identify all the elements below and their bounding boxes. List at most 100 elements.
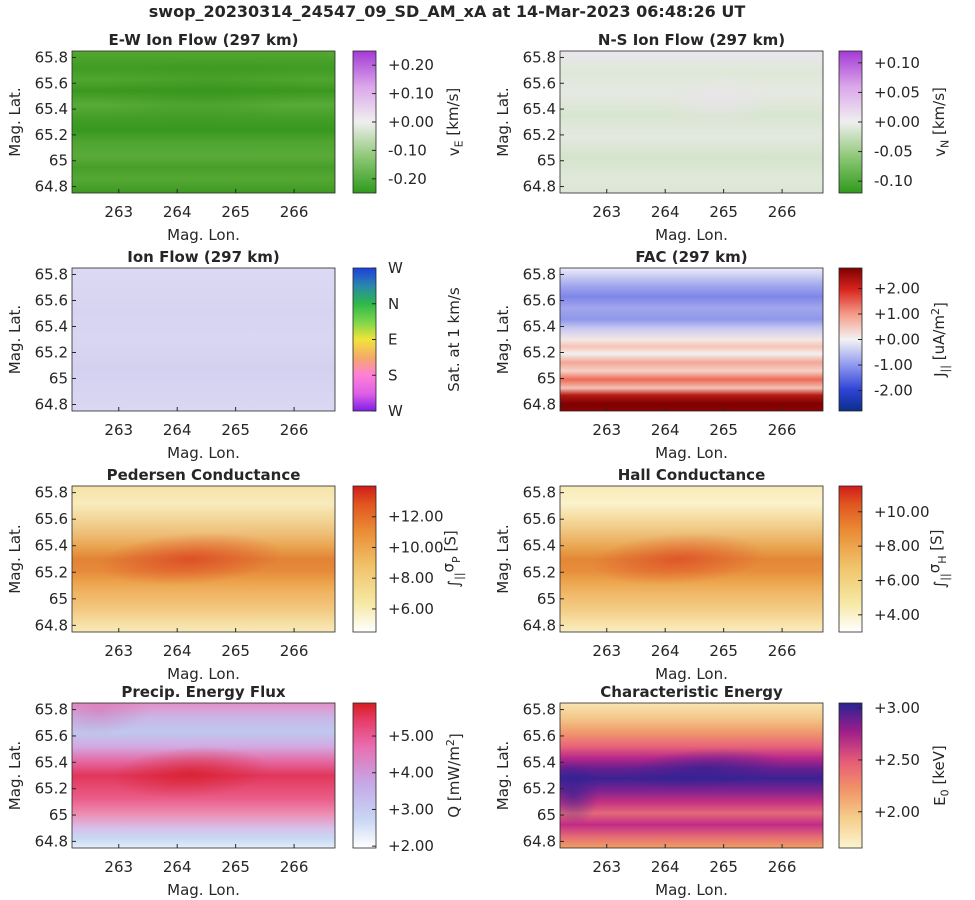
colorbar-tick-label: +10.00: [388, 538, 444, 556]
y-tick-label: 65: [537, 590, 556, 608]
colorbar-label-part: ||: [938, 365, 951, 372]
y-tick-label: 64.8: [523, 832, 556, 850]
x-tick-label: 266: [768, 203, 797, 221]
y-tick-label: 64.8: [523, 396, 556, 414]
x-tick-label: 263: [592, 203, 621, 221]
colorbar-label-part: 0: [938, 789, 951, 796]
x-tick-label: 265: [221, 642, 250, 660]
panel-title: Pedersen Conductance: [107, 466, 301, 484]
x-axis-label: Mag. Lon.: [167, 665, 240, 683]
y-tick-label: 65: [49, 370, 68, 388]
colorbar-tick-label: +4.00: [874, 606, 920, 624]
y-tick-label: 65.8: [35, 266, 68, 284]
x-axis-label: Mag. Lon.: [655, 444, 728, 462]
axes-frame: [71, 702, 336, 849]
panel-title: N-S Ion Flow (297 km): [598, 31, 785, 49]
colorbar-tick-label: -0.10: [388, 141, 427, 159]
colorbar-tick-label: +6.00: [388, 600, 434, 618]
y-tick-label: 65.8: [35, 701, 68, 719]
x-tick-label: 263: [592, 858, 621, 876]
x-tick-label: 263: [592, 421, 621, 439]
heatmap-feature: [665, 75, 771, 126]
colorbar-label-part: E: [452, 140, 465, 147]
heatmap-field: [560, 268, 823, 411]
x-tick-label: 266: [280, 421, 309, 439]
heatmap-feature: [98, 532, 283, 586]
y-tick-label: 65.2: [35, 563, 68, 581]
colorbar: [352, 702, 377, 849]
x-tick-label: 266: [768, 858, 797, 876]
y-tick-label: 65.2: [523, 563, 556, 581]
axes-frame: [559, 50, 824, 194]
colorbar-tick-label: +0.00: [388, 113, 434, 131]
x-tick-label: 264: [163, 203, 192, 221]
x-tick-label: 265: [221, 421, 250, 439]
colorbar-label-part: v: [445, 147, 463, 156]
colorbar-tick-label: +8.00: [874, 537, 920, 555]
colorbar-label: vN [km/s]: [930, 87, 952, 157]
panel-title: Ion Flow (297 km): [127, 248, 279, 266]
x-axis-label: Mag. Lon.: [167, 881, 240, 899]
axes-frame: [71, 485, 336, 633]
y-tick-label: 65.4: [35, 100, 68, 118]
colorbar-label-part: σ: [439, 562, 457, 572]
colorbar-tick-label: +6.00: [874, 571, 920, 589]
axes-frame: [71, 50, 336, 194]
y-tick-label: 65.6: [523, 74, 556, 92]
x-tick-label: 264: [651, 858, 680, 876]
colorbar-label: J|| [uA/m2]: [929, 302, 951, 378]
colorbar-label-part: [keV]: [930, 745, 948, 789]
colorbar-label-part: ∫: [931, 581, 949, 589]
y-tick-label: 65.6: [35, 74, 68, 92]
colorbar-tick-label: +0.00: [874, 331, 920, 349]
y-tick-label: 65.8: [35, 484, 68, 502]
x-axis-label: Mag. Lon.: [167, 444, 240, 462]
colorbar-tick-label: E: [388, 331, 397, 349]
y-tick-label: 65.4: [523, 537, 556, 555]
colorbar-tick-label: +2.00: [388, 837, 434, 855]
panel-title: FAC (297 km): [635, 248, 747, 266]
y-tick-label: 65.8: [35, 48, 68, 66]
colorbar-label: vE [km/s]: [444, 88, 466, 156]
colorbar-tick-label: N: [388, 295, 399, 313]
y-tick-label: 65.2: [35, 780, 68, 798]
y-tick-label: 65.6: [35, 510, 68, 528]
x-axis-label: Mag. Lon.: [167, 226, 240, 244]
colorbar-label-part: [km/s]: [930, 87, 948, 140]
y-tick-label: 65.4: [35, 753, 68, 771]
x-tick-label: 266: [768, 642, 797, 660]
panel-ew: E-W Ion Flow (297 km) 263 264 265 266 65.8 65.…: [6, 31, 465, 244]
colorbar-label: Sat. at 1 km/s: [445, 287, 463, 392]
y-tick-label: 65.8: [523, 701, 556, 719]
y-axis-label: Mag. Lat.: [494, 305, 512, 374]
colorbar-tick-label: +4.00: [388, 764, 434, 782]
colorbar-tick-label: S: [388, 366, 398, 384]
heatmap-field: [72, 268, 335, 411]
x-axis-label: Mag. Lon.: [655, 226, 728, 244]
colorbar-label-part: ∫: [445, 580, 463, 588]
y-tick-label: 65.4: [35, 318, 68, 336]
y-tick-label: 65: [537, 806, 556, 824]
y-axis-label: Mag. Lat.: [6, 741, 24, 810]
y-tick-label: 64.8: [523, 178, 556, 196]
y-tick-label: 64.8: [35, 832, 68, 850]
colorbar-label-part: H: [936, 555, 949, 563]
colorbar-tick-label: +0.05: [874, 83, 920, 101]
y-tick-label: 65.4: [35, 537, 68, 555]
y-tick-label: 64.8: [523, 616, 556, 634]
colorbar-label: ∫||σH [S]: [925, 529, 951, 588]
y-axis-label: Mag. Lat.: [6, 524, 24, 593]
colorbar-tick-label: -2.00: [874, 382, 913, 400]
colorbar-label-part: ]: [932, 302, 950, 308]
panel-title: Precip. Energy Flux: [121, 683, 286, 701]
colorbar-tick-label: W: [388, 259, 403, 277]
colorbar-tick-label: +8.00: [388, 569, 434, 587]
x-tick-label: 265: [709, 858, 738, 876]
heatmap-feature: [111, 746, 270, 799]
colorbar: [838, 702, 863, 849]
colorbar-label-part: ||: [938, 573, 951, 580]
x-tick-label: 266: [768, 421, 797, 439]
colorbar-tick-label: +1.00: [874, 305, 920, 323]
colorbar-label-part: σ: [925, 563, 943, 573]
heatmap-feature: [625, 748, 784, 789]
